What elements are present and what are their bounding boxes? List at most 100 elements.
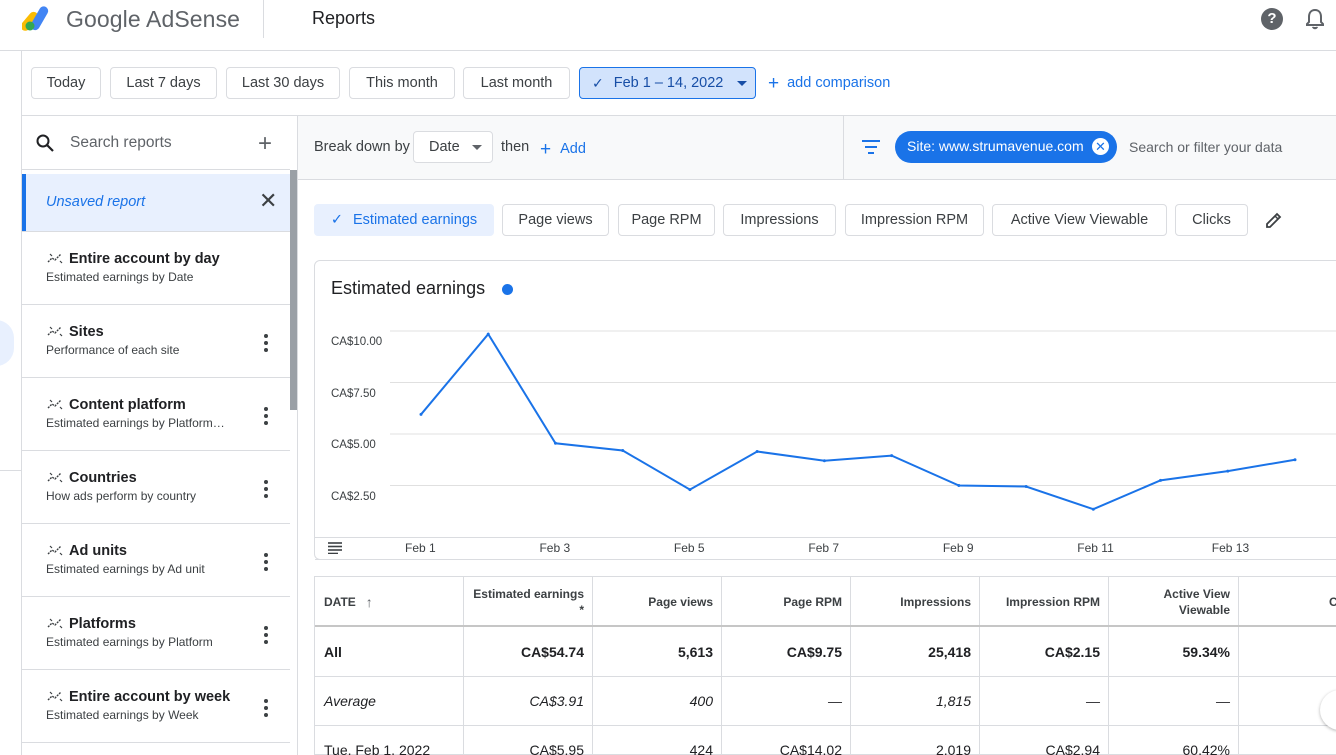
sidebar-divider: [22, 377, 290, 378]
sidebar-report-item[interactable]: [22, 231, 290, 304]
filter-search-input[interactable]: Search or filter your data: [1129, 139, 1283, 155]
table-cell: [1239, 627, 1336, 676]
table-cell: CA$2.94: [980, 725, 1109, 755]
notifications-bell-icon[interactable]: [1305, 8, 1325, 30]
remove-filter-icon[interactable]: ✕: [1092, 138, 1109, 155]
edit-pencil-icon[interactable]: [1264, 210, 1284, 230]
date-chip-last-30-days[interactable]: Last 30 days: [226, 67, 340, 99]
date-chip-last-7-days[interactable]: Last 7 days: [110, 67, 217, 99]
add-comparison-link[interactable]: + add comparison: [768, 73, 890, 95]
x-axis-tick-label: Feb 3: [539, 541, 571, 555]
x-axis-tick-label: Feb 5: [673, 541, 705, 555]
chart-title: Estimated earnings: [331, 278, 486, 298]
close-icon[interactable]: ✕: [259, 188, 278, 213]
add-breakdown-link[interactable]: + Add: [540, 139, 586, 161]
y-axis-tick-label: CA$2.50: [331, 490, 376, 503]
metric-chip-page-views[interactable]: Page views: [502, 204, 609, 236]
report-trend-icon: [47, 253, 63, 264]
legend-toggle-icon[interactable]: [327, 542, 343, 554]
sidebar-report-item[interactable]: [22, 304, 290, 377]
earnings-data-point[interactable]: [1293, 458, 1297, 462]
table-cell: CA$14.02: [722, 725, 851, 755]
sidebar-report-item[interactable]: [22, 596, 290, 669]
column-header[interactable]: Impression RPM: [980, 577, 1109, 626]
earnings-data-point[interactable]: [486, 332, 490, 336]
earnings-data-point[interactable]: [957, 484, 961, 487]
metric-chip-estimated-earnings[interactable]: ✓ Estimated earnings: [314, 204, 494, 236]
metric-chip-active-view-viewable[interactable]: Active View Viewable: [992, 204, 1167, 236]
site-filter-label: Site: www.strumavenue.com: [907, 138, 1084, 154]
metric-chip-label: Estimated earnings: [353, 212, 478, 228]
new-report-plus-icon[interactable]: +: [258, 130, 273, 157]
table-cell: 2,019: [851, 725, 980, 755]
dropdown-caret-icon: [737, 80, 748, 86]
column-header[interactable]: Estimated earnings *: [464, 577, 593, 626]
column-header[interactable]: Active View Viewable: [1109, 577, 1239, 626]
sidebar-report-subtitle: Estimated earnings by Platform: [46, 635, 213, 649]
metric-chip-impression-rpm[interactable]: Impression RPM: [845, 204, 984, 236]
earnings-data-point[interactable]: [688, 488, 692, 492]
more-options-icon[interactable]: [264, 407, 272, 428]
filter-icon[interactable]: [860, 139, 882, 155]
scroll-right-button[interactable]: [1320, 690, 1336, 730]
report-trend-icon: [47, 326, 63, 337]
nav-rail-active-indicator[interactable]: [0, 320, 14, 366]
earnings-data-point[interactable]: [1024, 485, 1028, 489]
sidebar-report-item[interactable]: [22, 450, 290, 523]
more-options-icon[interactable]: [264, 553, 272, 574]
site-filter-chip[interactable]: Site: www.strumavenue.com ✕: [895, 131, 1117, 163]
sidebar-report-item[interactable]: [22, 523, 290, 596]
chart-x-axis: [315, 537, 1336, 538]
metric-chip-page-rpm[interactable]: Page RPM: [618, 204, 715, 236]
sidebar-report-item[interactable]: [22, 377, 290, 450]
nav-rail: [0, 51, 22, 755]
more-options-icon[interactable]: [264, 334, 272, 355]
date-chip-this-month[interactable]: This month: [349, 67, 455, 99]
more-options-icon[interactable]: [264, 626, 272, 647]
breakdown-dimension-select[interactable]: Date: [413, 131, 493, 163]
date-range-picker[interactable]: ✓ Feb 1 – 14, 2022: [579, 67, 756, 99]
unsaved-report-item[interactable]: [22, 174, 290, 231]
column-header[interactable]: C: [1239, 577, 1336, 626]
sidebar-report-title: Countries: [69, 470, 137, 486]
sidebar-report-title: Content platform: [69, 397, 186, 413]
metric-chip-clicks[interactable]: Clicks: [1175, 204, 1248, 236]
x-axis-tick-label: Feb 11: [1077, 541, 1114, 555]
sidebar-scrollbar[interactable]: [290, 170, 297, 410]
earnings-data-point[interactable]: [822, 459, 826, 463]
x-axis-tick-label: Feb 13: [1211, 541, 1250, 555]
sidebar-report-title: Entire account by day: [69, 251, 220, 267]
date-chip-today[interactable]: Today: [31, 67, 101, 99]
earnings-data-point[interactable]: [419, 412, 423, 416]
column-header-date[interactable]: DATE ↑: [315, 577, 464, 626]
column-header-label: Impressions: [900, 594, 971, 609]
earnings-data-point[interactable]: [1226, 469, 1230, 473]
earnings-line-chart[interactable]: [390, 310, 1336, 540]
earnings-data-point[interactable]: [1091, 507, 1095, 511]
more-options-icon[interactable]: [264, 699, 272, 720]
sort-ascending-icon[interactable]: ↑: [365, 593, 373, 610]
column-header[interactable]: Page views: [593, 577, 722, 626]
more-options-icon[interactable]: [264, 480, 272, 501]
sidebar-divider: [22, 523, 290, 524]
sidebar-report-item[interactable]: [22, 669, 290, 742]
adsense-logo-icon: [22, 6, 49, 31]
column-header[interactable]: Impressions: [851, 577, 980, 626]
table-cell: 400: [593, 676, 722, 725]
earnings-data-point[interactable]: [890, 454, 894, 458]
y-axis-tick-label: CA$7.50: [331, 387, 376, 400]
earnings-data-point[interactable]: [621, 448, 625, 452]
earnings-data-point[interactable]: [755, 450, 759, 454]
date-chip-last-month[interactable]: Last month: [463, 67, 570, 99]
table-cell: Average: [315, 676, 464, 725]
date-range-label: Feb 1 – 14, 2022: [613, 75, 724, 91]
column-header[interactable]: Page RPM: [722, 577, 851, 626]
sidebar-divider: [22, 169, 290, 170]
report-trend-icon: [47, 691, 63, 702]
help-icon[interactable]: ?: [1261, 8, 1283, 30]
earnings-data-point[interactable]: [1159, 478, 1163, 482]
earnings-data-point[interactable]: [553, 441, 557, 445]
search-reports-input[interactable]: Search reports: [70, 134, 172, 151]
metric-chip-impressions[interactable]: Impressions: [723, 204, 836, 236]
breakdown-divider: [843, 116, 844, 180]
